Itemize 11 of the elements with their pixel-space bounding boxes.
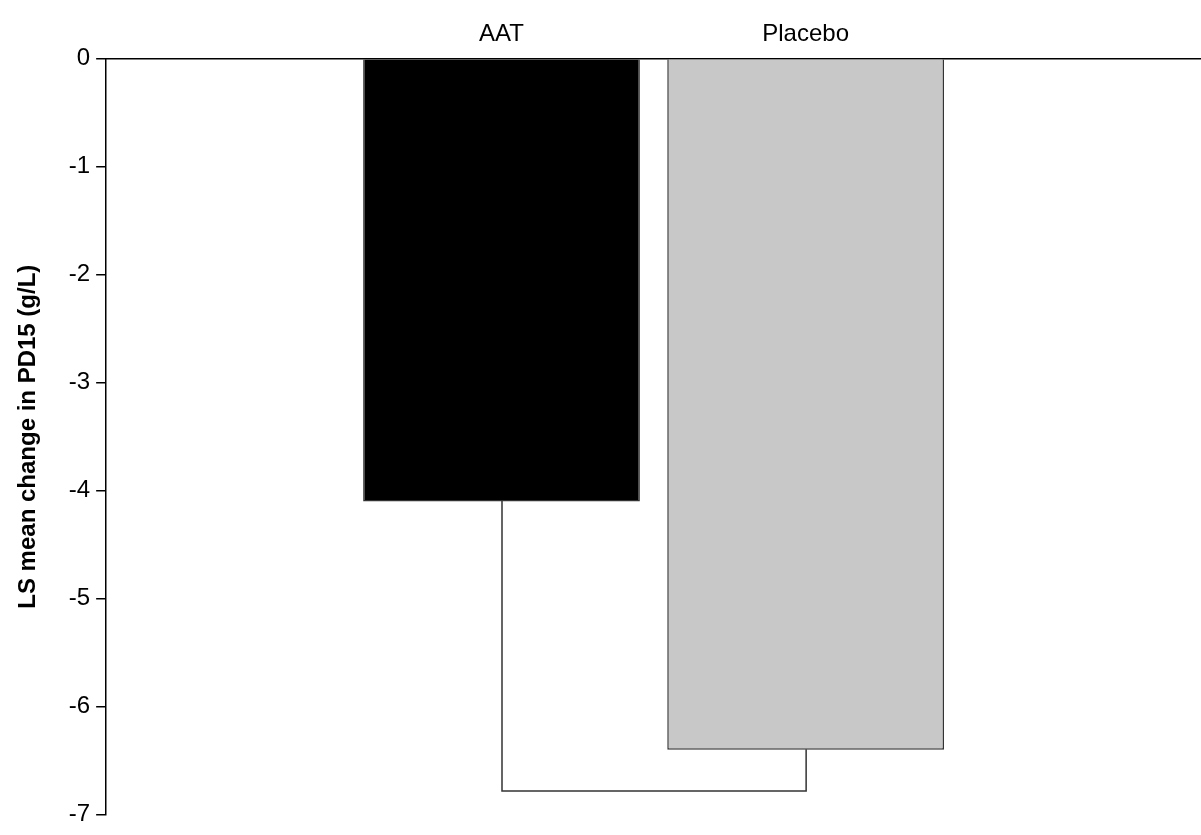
y-axis-title: LS mean change in PD15 (g/L)	[13, 264, 41, 609]
y-tick-label: -6	[68, 691, 91, 719]
y-tick-label: -2	[68, 259, 91, 287]
y-tick-label: -3	[68, 367, 91, 395]
y-tick-label: -1	[68, 151, 91, 179]
x-tick-label: Placebo	[762, 19, 849, 47]
y-tick-label: -5	[68, 583, 91, 611]
y-tick-label: -4	[68, 475, 91, 503]
x-tick-label: AAT	[479, 19, 525, 47]
y-tick-label: -7	[68, 799, 91, 827]
y-tick-label: 0	[76, 43, 91, 71]
